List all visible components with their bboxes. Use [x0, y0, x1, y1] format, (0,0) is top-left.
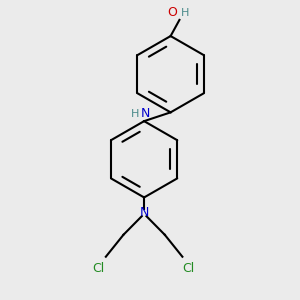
Text: Cl: Cl: [92, 262, 105, 275]
Text: N: N: [141, 107, 150, 120]
Text: N: N: [140, 206, 149, 219]
Text: O: O: [167, 6, 177, 19]
Text: Cl: Cl: [182, 262, 194, 275]
Text: H: H: [181, 8, 189, 18]
Text: H: H: [131, 109, 140, 119]
